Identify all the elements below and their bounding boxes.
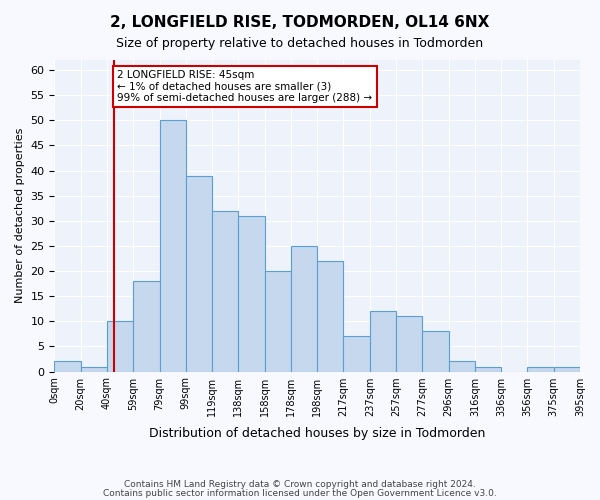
Bar bbox=[343, 336, 370, 372]
Bar bbox=[133, 281, 160, 372]
Bar bbox=[265, 271, 291, 372]
Text: 2, LONGFIELD RISE, TODMORDEN, OL14 6NX: 2, LONGFIELD RISE, TODMORDEN, OL14 6NX bbox=[110, 15, 490, 30]
Bar bbox=[107, 322, 133, 372]
Bar bbox=[422, 332, 449, 372]
Bar bbox=[317, 261, 343, 372]
Bar bbox=[212, 210, 238, 372]
Bar bbox=[80, 366, 107, 372]
Bar bbox=[449, 362, 475, 372]
Bar bbox=[238, 216, 265, 372]
Text: Contains HM Land Registry data © Crown copyright and database right 2024.: Contains HM Land Registry data © Crown c… bbox=[124, 480, 476, 489]
Bar bbox=[396, 316, 422, 372]
Bar bbox=[475, 366, 501, 372]
Bar bbox=[554, 366, 580, 372]
Text: Contains public sector information licensed under the Open Government Licence v3: Contains public sector information licen… bbox=[103, 488, 497, 498]
Y-axis label: Number of detached properties: Number of detached properties bbox=[15, 128, 25, 304]
Bar bbox=[527, 366, 554, 372]
Text: 2 LONGFIELD RISE: 45sqm
← 1% of detached houses are smaller (3)
99% of semi-deta: 2 LONGFIELD RISE: 45sqm ← 1% of detached… bbox=[118, 70, 373, 103]
Bar bbox=[370, 311, 396, 372]
Bar bbox=[291, 246, 317, 372]
X-axis label: Distribution of detached houses by size in Todmorden: Distribution of detached houses by size … bbox=[149, 427, 485, 440]
Bar bbox=[186, 176, 212, 372]
Bar bbox=[160, 120, 186, 372]
Bar bbox=[55, 362, 80, 372]
Text: Size of property relative to detached houses in Todmorden: Size of property relative to detached ho… bbox=[116, 38, 484, 51]
